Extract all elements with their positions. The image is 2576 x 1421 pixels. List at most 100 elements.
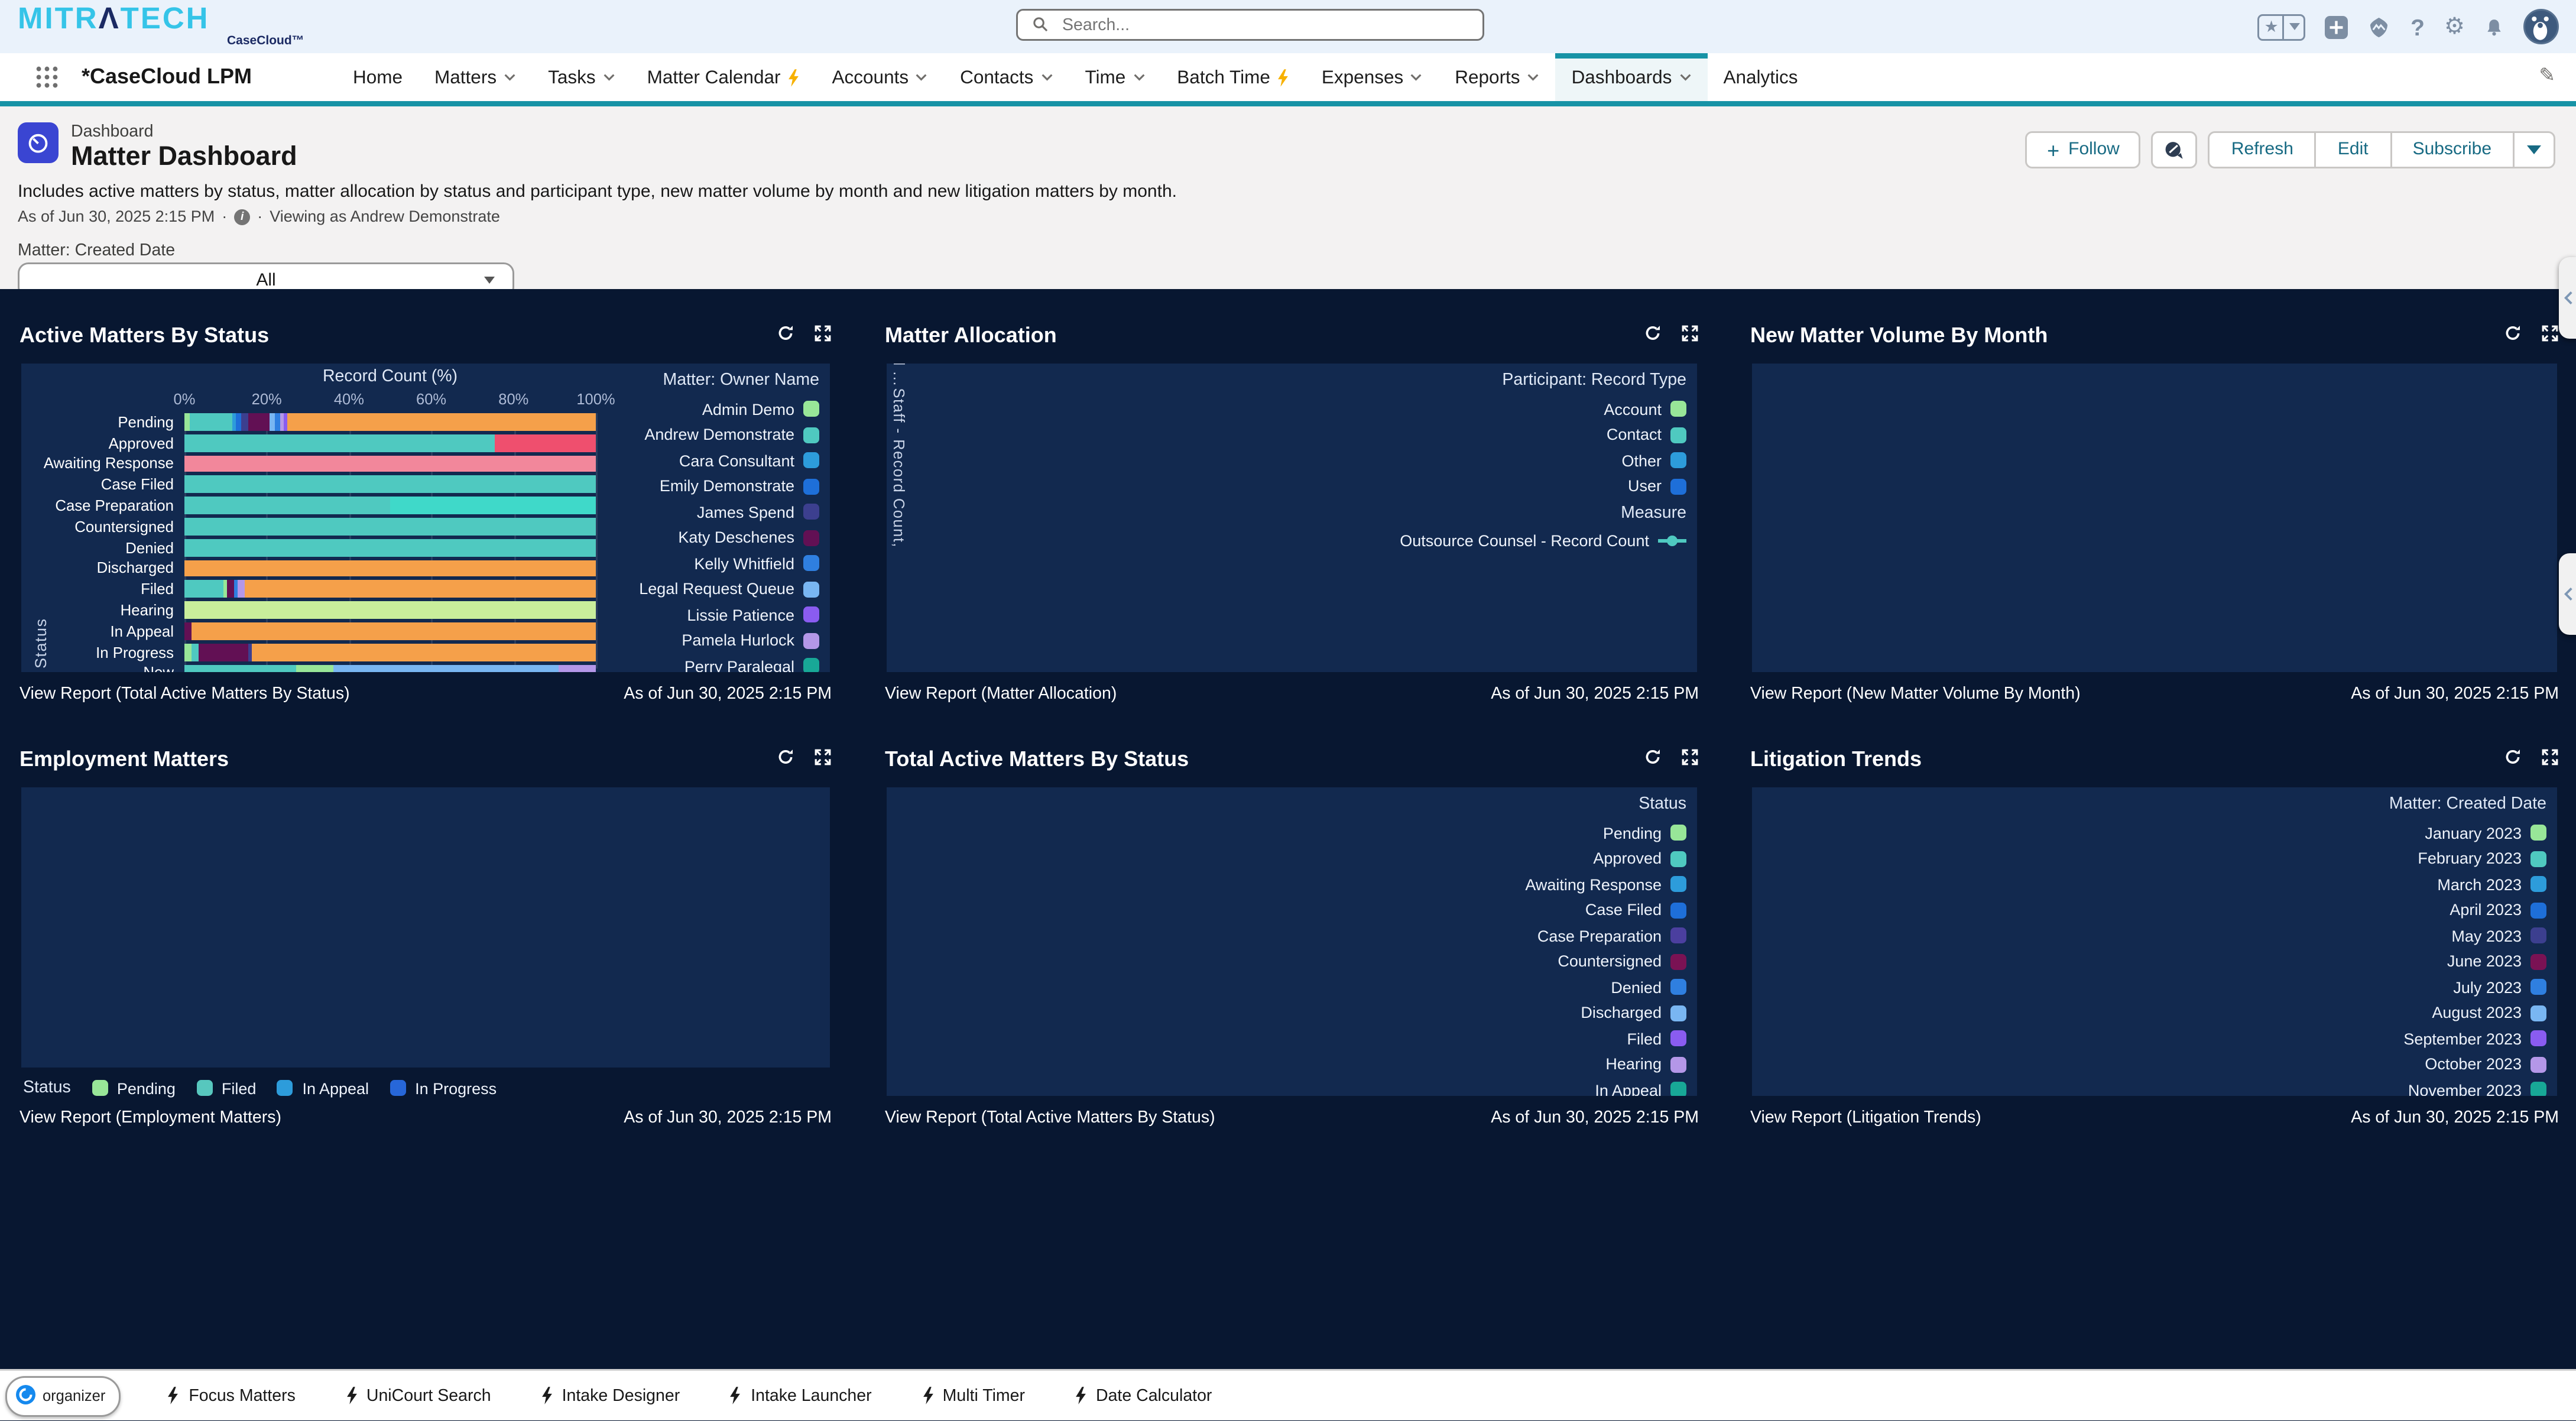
refresh-icon[interactable]	[777, 748, 794, 766]
legend-item-hearing[interactable]: Hearing	[1605, 1055, 1686, 1073]
bar-segment[interactable]	[184, 643, 192, 660]
refresh-button[interactable]: Refresh	[2210, 133, 2315, 167]
bar-segment[interactable]	[274, 413, 281, 430]
legend-item-april-2023[interactable]: April 2023	[2450, 901, 2546, 919]
bar-segment[interactable]	[199, 643, 248, 660]
edit-button[interactable]: Edit	[2315, 133, 2390, 167]
nav-tab-home[interactable]: Home	[337, 53, 418, 101]
bar-segment[interactable]	[238, 580, 245, 598]
view-report-link[interactable]: View Report (Total Active Matters By Sta…	[885, 1108, 1215, 1128]
bar-segment[interactable]	[184, 664, 296, 672]
legend-item-may-2023[interactable]: May 2023	[2451, 927, 2546, 945]
bar-segment[interactable]	[184, 622, 191, 640]
expand-icon[interactable]	[814, 325, 832, 342]
utility-item-date-calculator[interactable]: Date Calculator	[1075, 1386, 1212, 1406]
nav-tab-matter-calendar[interactable]: Matter Calendar	[631, 53, 816, 101]
expand-icon[interactable]	[2541, 748, 2559, 766]
nav-tab-time[interactable]: Time	[1069, 53, 1161, 101]
legend-item-march-2023[interactable]: March 2023	[2437, 875, 2546, 893]
refresh-icon[interactable]	[1644, 325, 1662, 342]
guidance-center-icon[interactable]	[2368, 15, 2391, 38]
help-icon[interactable]: ?	[2410, 14, 2425, 40]
global-search[interactable]	[1016, 9, 1484, 41]
more-actions-dropdown[interactable]	[2513, 133, 2554, 167]
bar-segment[interactable]	[184, 434, 494, 451]
app-launcher-waffle-icon[interactable]	[35, 66, 59, 98]
bar-segment[interactable]	[390, 497, 596, 514]
legend-item-pamela-hurlock[interactable]: Pamela Hurlock	[682, 631, 819, 649]
legend-item-denied[interactable]: Denied	[1611, 978, 1686, 996]
legend-item-discharged[interactable]: Discharged	[1581, 1004, 1686, 1021]
utility-item-unicourt-search[interactable]: UniCourt Search	[345, 1386, 491, 1406]
legend-item-countersigned[interactable]: Countersigned	[1558, 952, 1686, 970]
refresh-icon[interactable]	[1644, 748, 1662, 766]
utility-item-intake-launcher[interactable]: Intake Launcher	[729, 1386, 871, 1406]
bar-segment[interactable]	[184, 413, 189, 430]
bar-segment[interactable]	[252, 643, 596, 660]
side-panel-toggle[interactable]	[2559, 553, 2576, 635]
nav-tab-expenses[interactable]: Expenses	[1306, 53, 1439, 101]
bar-segment[interactable]	[184, 580, 223, 598]
legend-item-august-2023[interactable]: August 2023	[2432, 1004, 2546, 1021]
bar-segment[interactable]	[559, 664, 596, 672]
favorites-dropdown-icon[interactable]	[2283, 15, 2304, 38]
legend-item-andrew-demonstrate[interactable]: Andrew Demonstrate	[644, 426, 819, 443]
refresh-icon[interactable]	[2504, 325, 2522, 342]
collaboration-chat-button[interactable]	[2152, 131, 2198, 168]
bar-segment[interactable]	[236, 413, 241, 430]
legend-item-contact[interactable]: Contact	[1607, 426, 1686, 443]
legend-item-approved[interactable]: Approved	[1593, 849, 1686, 867]
bar-segment[interactable]	[184, 476, 596, 493]
expand-icon[interactable]	[1681, 748, 1699, 766]
bar-segment[interactable]	[184, 538, 596, 556]
bar-segment[interactable]	[494, 434, 596, 451]
nav-tab-accounts[interactable]: Accounts	[816, 53, 945, 101]
legend-item-other[interactable]: Other	[1621, 452, 1686, 469]
bar-segment[interactable]	[333, 664, 559, 672]
legend-item-awaiting-response[interactable]: Awaiting Response	[1525, 875, 1686, 893]
legend-item-outsource-counsel-record-count[interactable]: Outsource Counsel - Record Count	[1400, 532, 1686, 550]
expand-icon[interactable]	[2541, 325, 2559, 342]
legend-item-case-preparation[interactable]: Case Preparation	[1537, 927, 1686, 945]
info-icon[interactable]: i	[234, 209, 250, 225]
utility-item-intake-designer[interactable]: Intake Designer	[541, 1386, 680, 1406]
legend-item-admin-demo[interactable]: Admin Demo	[702, 400, 819, 418]
legend-item-kelly-whitfield[interactable]: Kelly Whitfield	[694, 554, 819, 572]
view-report-link[interactable]: View Report (Matter Allocation)	[885, 684, 1117, 704]
star-icon[interactable]: ★	[2260, 15, 2283, 38]
favorites-button[interactable]: ★	[2258, 14, 2306, 40]
edit-nav-pencil-icon[interactable]: ✎	[2539, 64, 2555, 87]
utility-item-focus-matters[interactable]: Focus Matters	[167, 1386, 296, 1406]
legend-item-november-2023[interactable]: November 2023	[2408, 1081, 2546, 1096]
legend-item-in-appeal[interactable]: In Appeal	[277, 1079, 369, 1097]
legend-item-cara-consultant[interactable]: Cara Consultant	[679, 452, 819, 469]
bar-segment[interactable]	[245, 580, 596, 598]
expand-icon[interactable]	[814, 748, 832, 766]
nav-tab-reports[interactable]: Reports	[1439, 53, 1555, 101]
nav-tab-analytics[interactable]: Analytics	[1707, 53, 1813, 101]
legend-item-january-2023[interactable]: January 2023	[2425, 824, 2546, 842]
quick-create-plus-icon[interactable]	[2325, 15, 2348, 38]
legend-item-september-2023[interactable]: September 2023	[2403, 1030, 2546, 1047]
view-report-link[interactable]: View Report (Litigation Trends)	[1750, 1108, 1981, 1128]
bar-segment[interactable]	[184, 497, 390, 514]
mitratech-logo[interactable]: MITRΛTECH CaseCloud™	[18, 4, 210, 37]
bar-segment[interactable]	[227, 580, 235, 598]
side-panel-toggle[interactable]	[2559, 257, 2576, 339]
follow-button[interactable]: +Follow	[2026, 131, 2141, 168]
view-report-link[interactable]: View Report (New Matter Volume By Month)	[1750, 684, 2081, 704]
expand-icon[interactable]	[1681, 325, 1699, 342]
bar-segment[interactable]	[189, 413, 233, 430]
view-report-link[interactable]: View Report (Total Active Matters By Sta…	[20, 684, 350, 704]
legend-item-james-spend[interactable]: James Spend	[697, 503, 819, 521]
nav-tab-tasks[interactable]: Tasks	[532, 53, 631, 101]
user-avatar[interactable]	[2523, 9, 2559, 44]
bar-segment[interactable]	[184, 560, 596, 577]
legend-item-lissie-patience[interactable]: Lissie Patience	[687, 606, 819, 624]
legend-item-pending[interactable]: Pending	[92, 1079, 176, 1097]
legend-item-pending[interactable]: Pending	[1603, 824, 1686, 842]
legend-item-perry-paralegal[interactable]: Perry Paralegal	[684, 657, 819, 673]
app-name[interactable]: *CaseCloud LPM	[82, 64, 252, 89]
bar-segment[interactable]	[192, 643, 199, 660]
legend-item-legal-request-queue[interactable]: Legal Request Queue	[639, 580, 819, 598]
